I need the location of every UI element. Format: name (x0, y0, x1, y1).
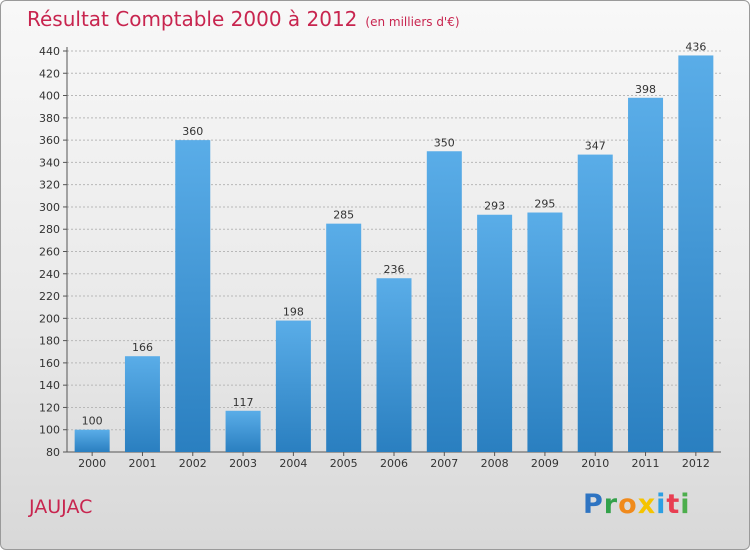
data-label: 398 (635, 83, 656, 96)
x-tick-label: 2004 (279, 457, 307, 470)
y-tick-label: 300 (39, 201, 60, 214)
data-label: 166 (132, 341, 153, 354)
y-tick-label: 120 (39, 401, 60, 414)
chart-subtitle: (en milliers d'€) (365, 15, 460, 29)
x-tick-label: 2002 (179, 457, 207, 470)
y-tick-label: 180 (39, 335, 60, 348)
commune-name: JAUJAC (29, 496, 93, 518)
y-tick-label: 340 (39, 156, 60, 169)
x-tick-label: 2010 (581, 457, 609, 470)
data-label: 198 (283, 306, 304, 319)
y-tick-label: 260 (39, 246, 60, 259)
x-tick-label: 2006 (380, 457, 408, 470)
chart-title-text: Résultat Comptable 2000 à 2012 (27, 7, 358, 31)
bar (326, 223, 362, 452)
bar (376, 278, 412, 452)
y-tick-label: 320 (39, 179, 60, 192)
bar (577, 154, 613, 452)
x-tick-label: 2000 (78, 457, 106, 470)
bar (628, 97, 664, 453)
x-tick-label: 2007 (430, 457, 458, 470)
y-tick-label: 100 (39, 424, 60, 437)
data-label: 117 (233, 396, 254, 409)
data-label: 236 (384, 263, 405, 276)
bar (527, 212, 563, 452)
data-label: 347 (585, 140, 606, 153)
x-tick-label: 2003 (229, 457, 257, 470)
data-label: 436 (685, 40, 706, 53)
y-tick-label: 420 (39, 67, 60, 80)
x-tick-label: 2009 (531, 457, 559, 470)
x-tick-label: 2005 (330, 457, 358, 470)
y-tick-label: 440 (39, 45, 60, 58)
x-tick-label: 2001 (128, 457, 156, 470)
data-label: 293 (484, 200, 505, 213)
data-label: 350 (434, 136, 455, 149)
x-tick-label: 2011 (632, 457, 660, 470)
y-tick-label: 200 (39, 312, 60, 325)
bar (426, 151, 462, 452)
proxiti-logo: Proxiti (583, 489, 691, 520)
bar (275, 320, 311, 452)
x-tick-label: 2012 (682, 457, 710, 470)
chart-title: Résultat Comptable 2000 à 2012 (en millie… (27, 7, 460, 31)
data-label: 285 (333, 209, 354, 222)
y-tick-label: 400 (39, 90, 60, 103)
bar (225, 410, 261, 452)
y-tick-label: 240 (39, 268, 60, 281)
x-tick-label: 2008 (481, 457, 509, 470)
bar (124, 356, 160, 452)
y-tick-label: 160 (39, 357, 60, 370)
y-tick-label: 80 (46, 446, 60, 459)
bar (477, 214, 513, 452)
bar (678, 55, 714, 452)
data-label: 100 (82, 415, 103, 428)
y-tick-label: 360 (39, 134, 60, 147)
bar (175, 140, 211, 452)
y-tick-label: 140 (39, 379, 60, 392)
y-tick-label: 380 (39, 112, 60, 125)
data-label: 295 (534, 198, 555, 211)
y-tick-label: 220 (39, 290, 60, 303)
bar (74, 429, 110, 452)
data-label: 360 (182, 125, 203, 138)
y-tick-label: 280 (39, 223, 60, 236)
